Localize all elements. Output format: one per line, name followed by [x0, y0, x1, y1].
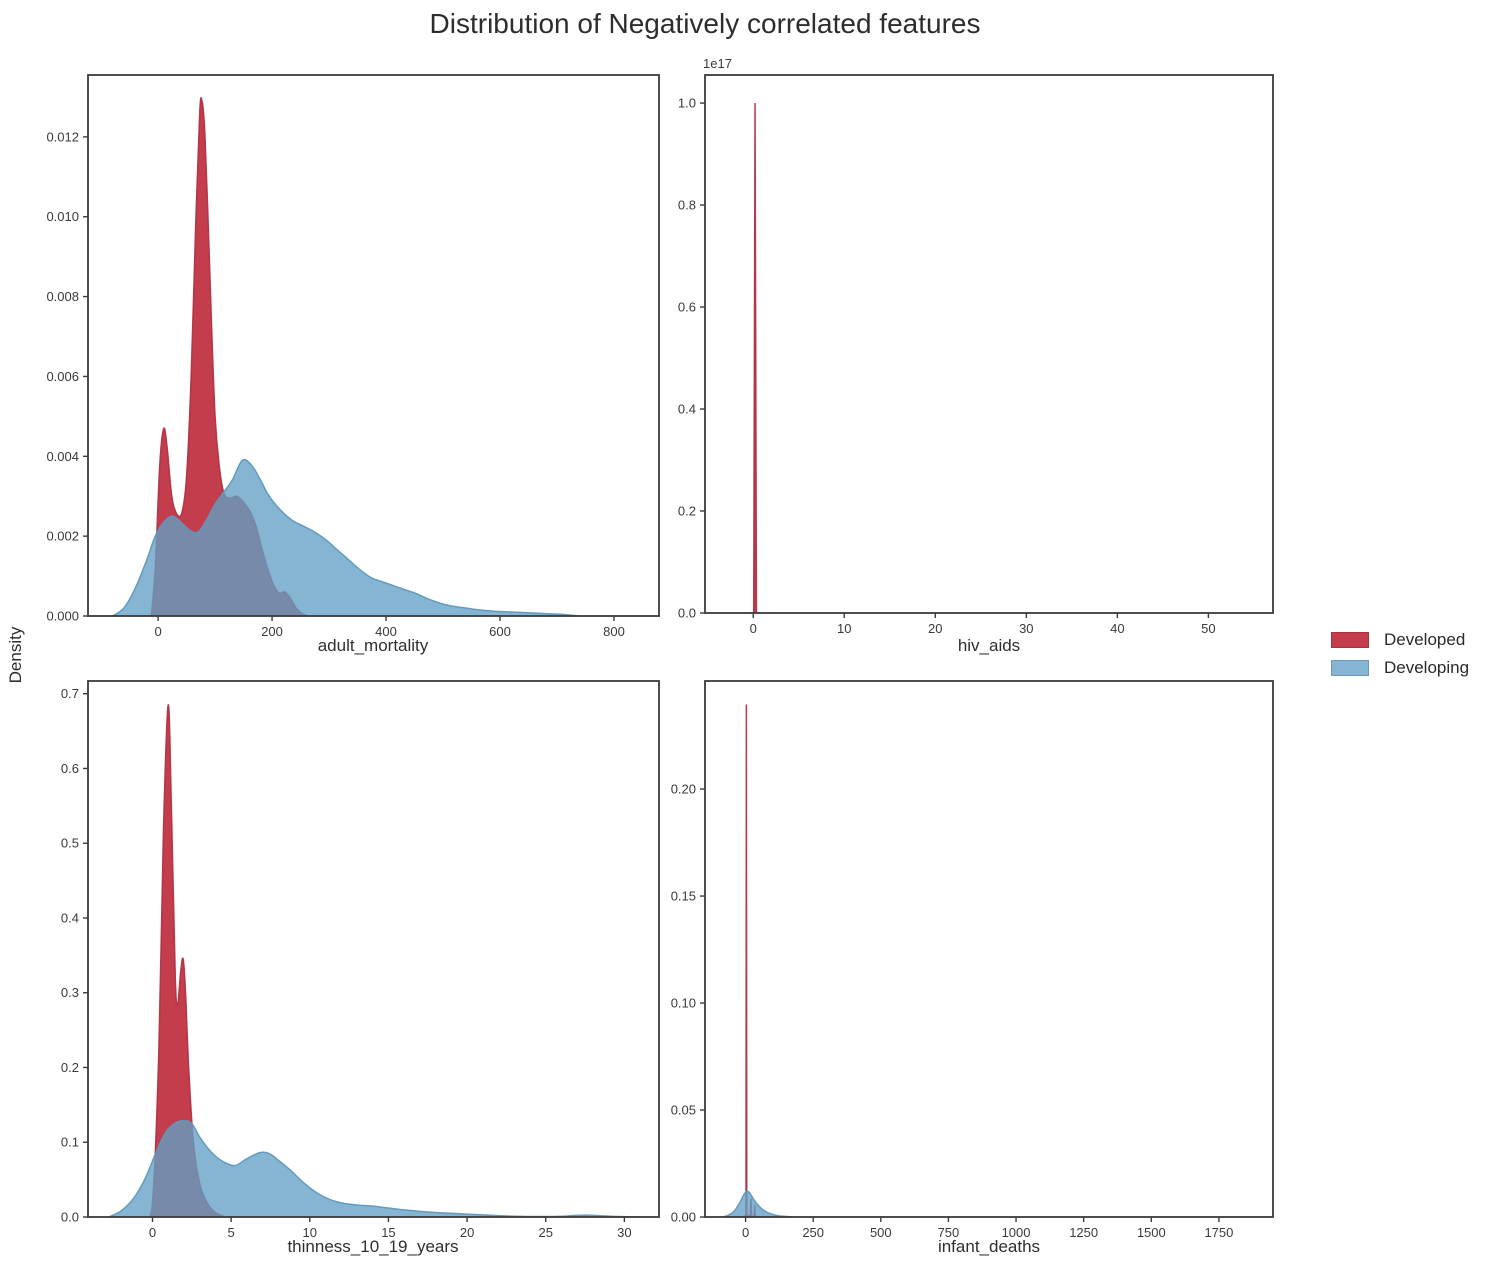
y-tick-label: 0.0	[61, 1210, 79, 1225]
y-tick-label: 0.7	[61, 686, 79, 701]
y-tick-label: 0.008	[46, 289, 79, 304]
x-tick-label: 30	[1019, 621, 1033, 636]
xlabel-hiv-aids: hiv_aids	[957, 636, 1021, 655]
y-tick-label: 0.00	[671, 1210, 696, 1225]
figure-title: Distribution of Negatively correlated fe…	[429, 8, 981, 39]
y-tick-label: 0.3	[61, 985, 79, 1000]
x-tick-label: 20	[460, 1225, 474, 1240]
legend-label-developed: Developed	[1384, 630, 1466, 649]
x-tick-label: 600	[489, 624, 511, 639]
x-tick-label: 25	[539, 1225, 553, 1240]
x-tick-label: 200	[261, 624, 283, 639]
developed-swatch-icon	[1331, 632, 1369, 648]
axes-spines	[704, 74, 1274, 614]
plot-area-adult_mortality	[111, 97, 580, 616]
y-tick-label: 0.2	[61, 1060, 79, 1075]
x-tick-label: 1250	[1069, 1225, 1098, 1240]
developing-swatch-icon	[1331, 660, 1369, 676]
plot-area-thinness_10_19_years	[108, 704, 641, 1217]
x-tick-label: 1500	[1137, 1225, 1166, 1240]
y-tick-label: 0.20	[671, 782, 696, 797]
x-tick-label: 750	[938, 1225, 960, 1240]
kde-developing	[111, 458, 580, 616]
kde-developed	[742, 704, 760, 1217]
y-tick-label: 0.5	[61, 836, 79, 851]
x-tick-label: 800	[603, 624, 625, 639]
y-tick-label: 0.004	[46, 449, 79, 464]
y-tick-label: 0.10	[671, 996, 696, 1011]
legend-item-developing: Developing	[1331, 654, 1469, 682]
y-tick-label: 0.8	[678, 198, 696, 213]
y-tick-label: 0.006	[46, 369, 79, 384]
xlabel-adult-mortality: adult_mortality	[317, 636, 429, 655]
x-tick-label: 30	[617, 1225, 631, 1240]
kde-developing	[722, 1190, 793, 1217]
x-tick-label: 15	[381, 1225, 395, 1240]
legend-item-developed: Developed	[1331, 626, 1469, 654]
x-tick-label: 500	[870, 1225, 892, 1240]
x-tick-label: 0	[149, 1225, 156, 1240]
x-tick-label: 5	[228, 1225, 235, 1240]
x-tick-label: 40	[1110, 621, 1124, 636]
xlabel-infant-deaths: infant_deaths	[937, 1237, 1041, 1256]
axes-spines	[704, 680, 1274, 1218]
axes-spines	[87, 680, 660, 1218]
plot-area-infant_deaths	[722, 704, 793, 1217]
x-tick-label: 10	[303, 1225, 317, 1240]
axes-spines	[87, 74, 660, 617]
kde-developing	[108, 1119, 641, 1217]
x-tick-label: 10	[837, 621, 851, 636]
x-tick-label: 0	[154, 624, 161, 639]
x-tick-label: 20	[928, 621, 942, 636]
xlabel-thinness-10-19-years: thinness_10_19_years	[287, 1237, 459, 1256]
x-tick-label: 0	[742, 1225, 749, 1240]
plot-area-hiv_aids	[750, 103, 761, 613]
y-tick-label: 0.012	[46, 129, 79, 144]
y-tick-label: 0.6	[678, 300, 696, 315]
x-tick-label: 50	[1201, 621, 1215, 636]
y-tick-label: 0.4	[61, 910, 79, 925]
legend: Developed Developing	[1331, 626, 1469, 682]
y-tick-label: 1.0	[678, 96, 696, 111]
x-tick-label: 1750	[1204, 1225, 1233, 1240]
y-tick-label: 0.010	[46, 209, 79, 224]
x-tick-label: 0	[750, 621, 757, 636]
kde-developed	[750, 103, 761, 613]
y-tick-label: 0.002	[46, 529, 79, 544]
y-tick-label: 0.4	[678, 402, 696, 417]
legend-label-developing: Developing	[1384, 658, 1470, 677]
y-tick-label: 0.2	[678, 504, 696, 519]
y-tick-label: 0.05	[671, 1103, 696, 1118]
x-tick-label: 250	[802, 1225, 824, 1240]
y-tick-label: 0.1	[61, 1135, 79, 1150]
x-tick-label: 1000	[1002, 1225, 1031, 1240]
y-axis-offset-text: 1e17	[703, 56, 732, 71]
y-tick-label: 0.15	[671, 889, 696, 904]
x-tick-label: 400	[375, 624, 397, 639]
y-tick-label: 0.000	[46, 609, 79, 624]
y-tick-label: 0.0	[678, 606, 696, 621]
y-tick-label: 0.6	[61, 761, 79, 776]
